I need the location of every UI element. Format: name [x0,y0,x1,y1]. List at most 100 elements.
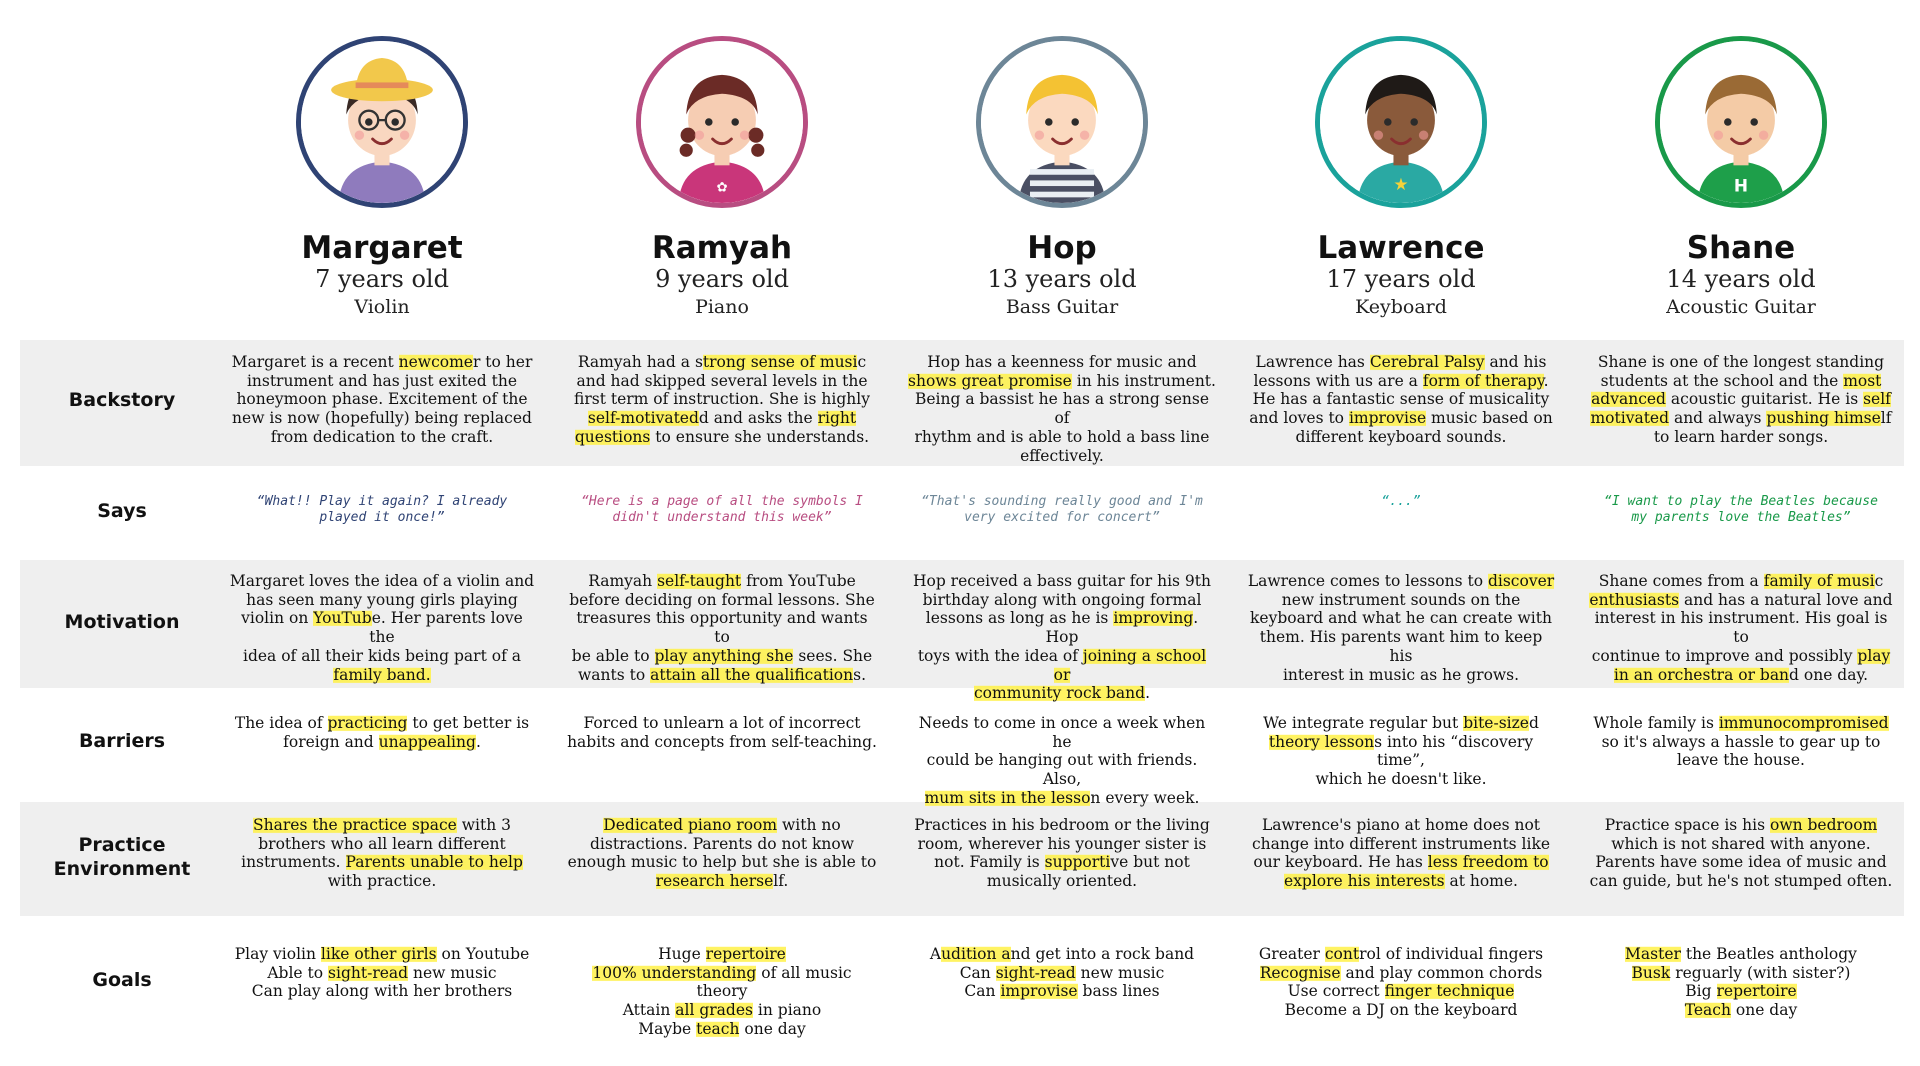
highlighted-text: udition a [941,945,1011,963]
highlighted-text: play anything she [654,646,794,665]
text-segment: could be hanging out with friends. Also, [926,751,1198,789]
text-line: toys with the idea of joining a school o… [907,646,1217,684]
text-segment: Big [1685,982,1717,1001]
text-line: explore his interests at home. [1246,872,1556,891]
text-line: Teach one day [1586,1001,1896,1020]
highlighted-text: self-taught [657,572,742,590]
text-segment: rol of individual fingers [1359,945,1544,963]
text-segment: musically oriented. [986,872,1138,891]
text-segment: and loves to [1249,409,1349,428]
practice-cell-shane: Practice space is his own bedroom which i… [1586,816,1896,891]
text-segment: with practice. [327,872,437,891]
text-segment: effectively. [1020,446,1104,465]
boy-waving-green-shirt-icon: H [1655,36,1827,208]
persona-age: 7 years old [315,265,449,293]
text-segment: Margaret loves the idea of a violin and [229,572,535,590]
highlighted-text: improvise [1348,409,1427,428]
highlighted-text: Recognise [1259,963,1341,982]
text-segment: them. His parents want him to keep his [1259,628,1543,665]
highlighted-text: motivated [1590,409,1670,428]
text-line: different keyboard sounds. [1246,428,1556,447]
text-segment: lessons as long as he is [925,609,1114,628]
text-segment: Ramyah [588,572,658,590]
text-line: before deciding on formal lessons. She [567,591,877,610]
text-segment: d one day. [1789,665,1869,684]
text-line: Big repertoire [1586,982,1896,1001]
text-segment: instruments. [241,853,346,872]
says-quote-shane: “I want to play the Beatles because my pa… [1581,494,1901,526]
text-line: lessons as long as he is improving. Hop [907,609,1217,646]
text-segment: new is now (hopefully) being replaced [232,409,532,428]
highlighted-text: questions [574,427,651,446]
text-segment: to ensure she understands. [650,427,870,446]
text-line: birthday along with ongoing formal [907,591,1217,610]
text-segment: Hop has a keenness for music and [927,353,1197,371]
text-segment: lf [1880,409,1892,428]
text-line: 100% understanding of all music theory [567,963,877,1001]
highlighted-text: bite-size [1463,714,1529,732]
text-segment: . Hop [1045,609,1199,647]
persona-name: Ramyah [651,230,793,266]
text-segment: at home. [1444,872,1518,891]
text-line: Shane comes from a family of music [1586,572,1896,591]
persona-name: Margaret [301,230,463,266]
highlighted-text: pushing himse [1766,409,1881,428]
highlighted-text: repertoire [705,945,786,963]
highlighted-text: family of musi [1763,572,1875,590]
text-line: new is now (hopefully) being replaced [227,409,537,428]
boy-waving-icon [976,36,1148,208]
text-segment: in piano [752,1001,822,1020]
text-line: mum sits in the lesson every week. [907,788,1217,808]
girl-with-pigtails-icon: ✿ [636,36,808,208]
text-segment: Hop received a bass guitar for his 9th [912,572,1211,590]
text-segment: to learn harder songs. [1653,427,1829,446]
backstory-band [20,340,1904,466]
highlighted-text: right [817,409,857,428]
text-segment: wants to [577,665,651,684]
quote-line: “Here is a page of all the symbols I [581,494,863,509]
text-segment: Forced to unlearn a lot of incorrect [583,714,861,732]
quote-line: “...” [1381,494,1421,509]
text-segment: Able to [267,963,329,982]
text-line: Lawrence comes to lessons to discover [1246,572,1556,591]
text-segment: Being a bassist he has a strong sense of [914,390,1209,428]
text-line: theory lessons into his “discovery time”… [1246,732,1556,770]
text-line: Can sight-read new music [907,963,1217,983]
text-line: self-motivatedd and asks the right [567,409,877,428]
highlighted-text: sight-read [328,963,409,982]
text-segment: e. Her parents love the [369,609,523,647]
text-line: Audition and get into a rock band [907,945,1217,964]
text-line: which he doesn't like. [1246,770,1556,789]
text-segment: lessons with us are a [1253,371,1423,390]
text-line: Able to sight-read new music [227,963,537,983]
motivation-cell-shane: Shane comes from a family of music enthus… [1586,572,1896,684]
text-segment: different keyboard sounds. [1295,427,1507,446]
highlighted-text: cont [1324,945,1360,963]
text-line: Huge repertoire [567,945,877,964]
highlighted-text: advanced [1591,390,1666,409]
text-line: could be hanging out with friends. Also, [907,751,1217,788]
highlighted-text: Parents unable to help [345,853,523,872]
text-segment: music based on [1426,409,1553,428]
highlighted-text: practicing [327,714,408,732]
highlighted-text: all grades [675,1001,753,1020]
text-segment: s into his “discovery time”, [1374,732,1534,770]
text-segment: . [1543,371,1549,390]
text-segment: Huge [658,945,706,963]
text-segment: brothers who all learn different [258,834,506,853]
text-line: Ramyah had a strong sense of music [567,353,877,372]
svg-text:H: H [1734,176,1748,196]
text-line: Margaret is a recent newcomer to her [227,353,537,372]
text-line: advanced acoustic guitarist. He is self [1586,390,1896,409]
text-line: Ramyah self-taught from YouTube [567,572,877,591]
text-line: We integrate regular but bite-sized [1246,714,1556,733]
text-segment: Lawrence's piano at home does not [1261,816,1541,834]
text-segment: c [1874,572,1884,590]
quote-line: very excited for concert” [964,510,1160,525]
row-label-motivation: Motivation [64,611,180,633]
text-line: students at the school and the most [1586,371,1896,391]
barriers-cell-shane: Whole family is immunocompromised so it's… [1586,714,1896,770]
row-label-barriers: Barriers [78,730,166,752]
quote-line: “I want to play the Beatles because [1604,494,1878,509]
text-segment: of all music theory [696,963,852,1001]
